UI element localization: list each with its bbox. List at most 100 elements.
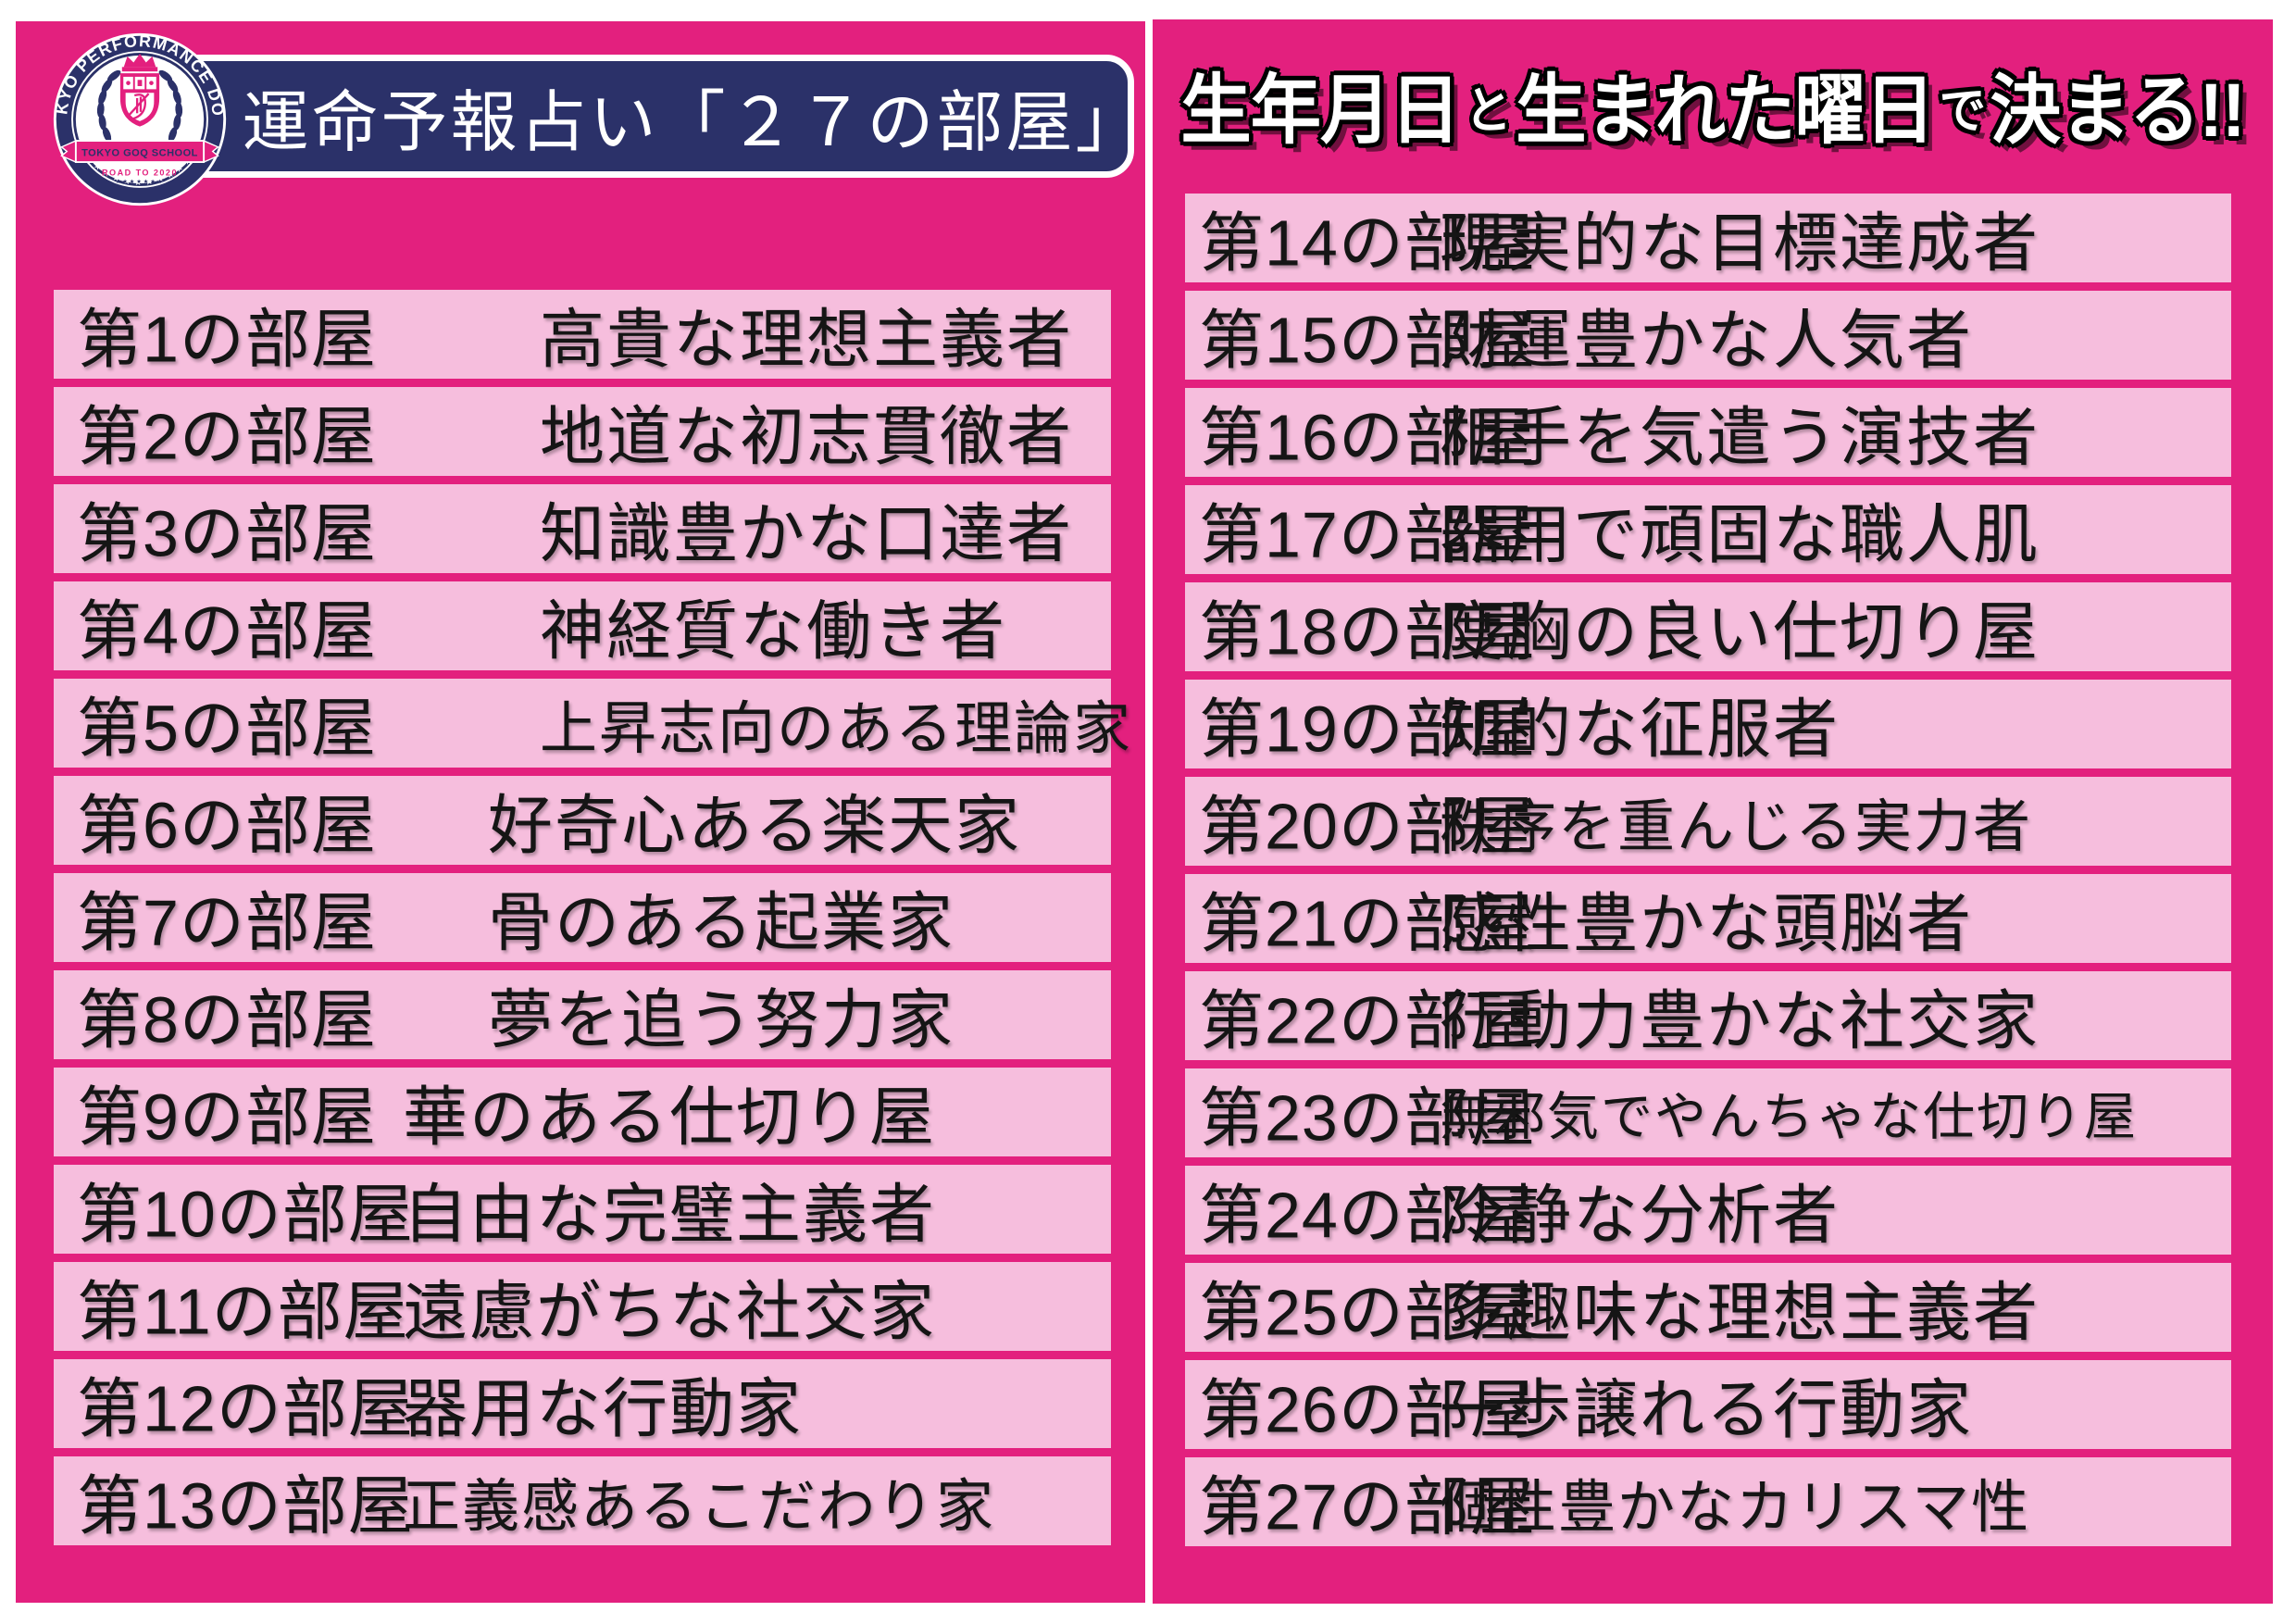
room-number-label: 第2の部屋 — [77, 400, 377, 473]
room-description: 現実的な目標達成者 — [1440, 206, 2040, 280]
road-to-text: ROAD TO 2020 — [102, 168, 178, 177]
room-row: 第9の部屋 華のある仕切り屋 — [54, 1068, 1111, 1156]
room-row: 第20の部屋 秩序を重んじる実力者 — [1185, 777, 2231, 866]
room-number-label: 第23の部屋 — [1199, 1081, 1536, 1155]
room-description: 行動力豊かな社交家 — [1440, 984, 2040, 1057]
header-segment: 生年月日 — [1180, 68, 1460, 153]
room-row: 第6の部屋 好奇心ある楽天家 — [54, 776, 1111, 865]
room-row: 第16の部屋 相手を気遣う演技者 — [1185, 388, 2231, 477]
left-panel: 運命予報占い「２７の部屋」 — [16, 16, 1145, 1603]
room-row: 第7の部屋 骨のある起業家 — [54, 873, 1111, 962]
room-number-label: 第24の部屋 — [1199, 1179, 1536, 1252]
room-number-label: 第11の部屋 — [77, 1275, 409, 1348]
room-row: 第24の部屋 冷静な分析者 — [1185, 1166, 2231, 1255]
room-row: 第22の部屋 行動力豊かな社交家 — [1185, 971, 2231, 1060]
room-row: 第13の部屋 正義感あるこだわり家 — [54, 1456, 1111, 1545]
room-description: 一歩譲れる行動家 — [1440, 1373, 1973, 1446]
room-row: 第23の部屋 無邪気でやんちゃな仕切り屋 — [1185, 1068, 2231, 1157]
room-row: 第11の部屋 遠慮がちな社交家 — [54, 1262, 1111, 1351]
room-description: 高貴な理想主義者 — [540, 303, 1073, 376]
room-number-label: 第17の部屋 — [1199, 498, 1536, 571]
logo-separator-ring — [71, 51, 208, 188]
room-description: 神経質な働き者 — [540, 594, 1006, 668]
room-description: 好奇心ある楽天家 — [488, 789, 1021, 862]
room-description: 遠慮がちな社交家 — [403, 1275, 936, 1348]
room-description: 多趣味な理想主義者 — [1440, 1276, 2040, 1349]
room-description: 器用で頑固な職人肌 — [1440, 498, 2040, 571]
room-number-label: 第26の部屋 — [1199, 1373, 1536, 1446]
right-header: 生年月日と生まれた曜日で決まる!! — [1180, 36, 2245, 169]
room-description: 華のある仕切り屋 — [403, 1081, 936, 1154]
room-description: 知識豊かな口達者 — [540, 497, 1073, 570]
page-title: 運命予報占い「２７の部屋」 — [242, 86, 1145, 160]
room-description: 度胸の良い仕切り屋 — [1440, 595, 2040, 668]
tpd-logo-badge: TOKYO PERFORMANCE DOLL ★★★★★★★★★★★★★ — [44, 16, 229, 208]
header-segment: 生まれた曜日 — [1516, 68, 1935, 153]
room-number-label: 第8の部屋 — [77, 983, 377, 1056]
header-segment: と — [1465, 82, 1511, 139]
room-row: 第1の部屋 高貴な理想主義者 — [54, 290, 1111, 379]
room-description: 知的な征服者 — [1440, 693, 1840, 766]
room-description: 財運豊かな人気者 — [1440, 304, 1973, 377]
room-description: 相手を気遣う演技者 — [1440, 401, 2040, 474]
room-number-label: 第7の部屋 — [77, 886, 377, 959]
ribbon-text: TOKYO GOQ SCHOOL — [81, 147, 198, 158]
room-number-label: 第6の部屋 — [77, 789, 377, 862]
room-number-label: 第16の部屋 — [1199, 401, 1536, 474]
room-row: 第14の部屋 現実的な目標達成者 — [1185, 194, 2231, 282]
harp-monogram-icon — [128, 93, 150, 120]
room-description: 無邪気でやんちゃな仕切り屋 — [1440, 1087, 2138, 1146]
room-row: 第4の部屋 神経質な働き者 — [54, 581, 1111, 670]
room-number-label: 第1の部屋 — [77, 303, 377, 376]
ribbon-banner: TOKYO GOQ SCHOOL — [60, 139, 219, 164]
room-number-label: 第3の部屋 — [77, 497, 377, 570]
room-number-label: 第27の部屋 — [1199, 1470, 1536, 1543]
room-number-label: 第10の部屋 — [77, 1178, 414, 1251]
room-row: 第8の部屋 夢を追う努力家 — [54, 970, 1111, 1059]
crest-icon — [119, 53, 160, 127]
room-description: 正義感あるこだわり家 — [403, 1475, 996, 1539]
room-row: 第18の部屋 度胸の良い仕切り屋 — [1185, 582, 2231, 671]
room-description: 自由な完璧主義者 — [403, 1178, 936, 1251]
room-number-label: 第13の部屋 — [77, 1469, 414, 1543]
room-row: 第17の部屋 器用で頑固な職人肌 — [1185, 485, 2231, 574]
room-number-label: 第19の部屋 — [1199, 693, 1536, 766]
room-row: 第27の部屋 個性豊かなカリスマ性 — [1185, 1457, 2231, 1546]
room-description: 秩序を重んじる実力者 — [1440, 795, 2033, 859]
room-description: 感性豊かな頭脳者 — [1440, 887, 1973, 960]
room-number-label: 第22の部屋 — [1199, 984, 1536, 1057]
room-row: 第12の部屋 器用な行動家 — [54, 1359, 1111, 1448]
mini-stars: ★★★★★★★ — [116, 179, 165, 185]
header-segment: で — [1939, 82, 1986, 139]
room-description: 夢を追う努力家 — [488, 983, 955, 1056]
header-segment: 決まる!! — [1990, 68, 2246, 153]
room-row: 第15の部屋 財運豊かな人気者 — [1185, 291, 2231, 380]
room-description: 地道な初志貫徹者 — [540, 400, 1073, 473]
room-description: 骨のある起業家 — [488, 886, 955, 959]
right-panel: 生年月日と生まれた曜日で決まる!! 第14の部屋 現実的な目標達成者 第15の部屋財… — [1153, 19, 2273, 1604]
room-row: 第19の部屋 知的な征服者 — [1185, 680, 2231, 768]
room-number-label: 第9の部屋 — [77, 1081, 377, 1154]
room-number-label: 第14の部屋 — [1199, 206, 1536, 280]
room-row: 第25の部屋 多趣味な理想主義者 — [1185, 1263, 2231, 1352]
room-row: 第26の部屋 一歩譲れる行動家 — [1185, 1360, 2231, 1449]
room-number-label: 第21の部屋 — [1199, 887, 1536, 960]
room-row: 第3の部屋 知識豊かな口達者 — [54, 484, 1111, 573]
room-number-label: 第15の部屋 — [1199, 304, 1536, 377]
room-description: 個性豊かなカリスマ性 — [1440, 1476, 2031, 1540]
room-row: 第5の部屋 上昇志向のある理論家 — [54, 679, 1130, 768]
room-number-label: 第18の部屋 — [1199, 595, 1536, 668]
room-number-label: 第5の部屋 — [77, 692, 377, 765]
room-number-label: 第12の部屋 — [77, 1372, 414, 1445]
tpd-logo: TOKYO PERFORMANCE DOLL ★★★★★★★★★★★★★ — [44, 16, 227, 206]
room-number-label: 第20の部屋 — [1199, 790, 1536, 863]
room-number-label: 第4の部屋 — [77, 594, 377, 668]
room-description: 上昇志向のある理論家 — [540, 697, 1133, 761]
room-row: 第10の部屋 自由な完璧主義者 — [54, 1165, 1111, 1254]
room-description: 器用な行動家 — [403, 1372, 803, 1445]
room-row: 第21の部屋 感性豊かな頭脳者 — [1185, 874, 2231, 963]
room-number-label: 第25の部屋 — [1199, 1276, 1536, 1349]
title-banner: 運命予報占い「２７の部屋」 — [114, 55, 1142, 178]
room-description: 冷静な分析者 — [1440, 1179, 1840, 1252]
